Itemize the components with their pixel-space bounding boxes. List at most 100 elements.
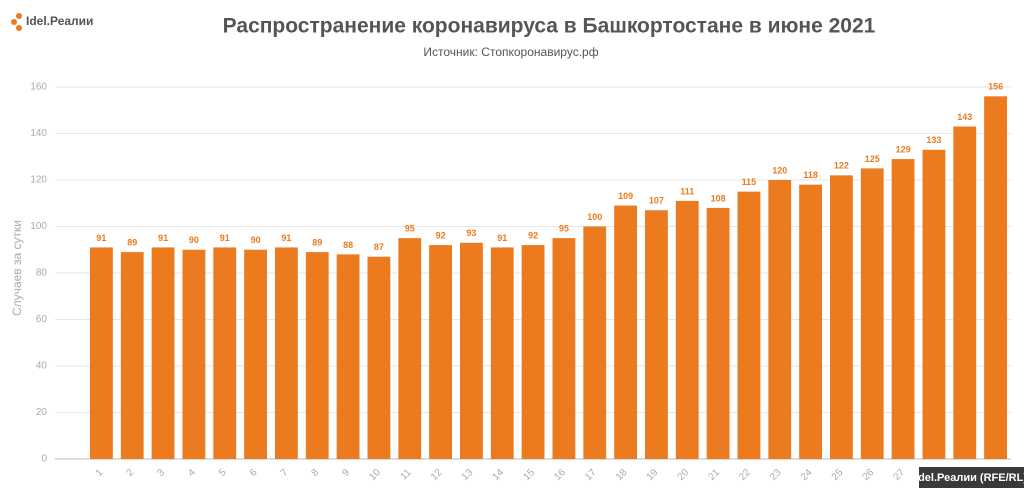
bar [367, 256, 391, 459]
logo-icon [11, 19, 17, 25]
x-tick-label: 24 [799, 467, 815, 483]
bar [120, 252, 144, 459]
bar [336, 254, 360, 459]
bar [645, 210, 668, 459]
bar [922, 149, 946, 459]
x-tick-label: 10 [367, 467, 383, 483]
value-label: 108 [711, 193, 726, 203]
value-label: 89 [312, 237, 322, 247]
y-axis-label: Случаев за сутки [10, 220, 24, 316]
bar [860, 168, 884, 459]
logo-text: Idel.Реалии [26, 14, 93, 28]
bar [583, 226, 607, 459]
x-tick-label: 1 [94, 467, 106, 479]
bar [429, 245, 452, 459]
x-tick-label: 7 [279, 467, 291, 479]
x-tick-label: 27 [891, 467, 907, 483]
bar [275, 247, 298, 459]
value-label: 90 [189, 235, 199, 245]
value-label: 88 [343, 240, 353, 250]
bar [244, 249, 267, 459]
value-label: 122 [834, 161, 849, 171]
x-tick-label: 18 [614, 467, 630, 483]
x-tick-label: 6 [248, 467, 260, 479]
y-tick-label: 0 [41, 454, 47, 465]
x-tick-label: 12 [429, 467, 445, 483]
x-tick-label: 11 [399, 467, 414, 482]
x-tick-label: 15 [521, 467, 537, 483]
bar [953, 126, 977, 460]
chart-subtitle: Источник: Стопкоронавирус.рф [423, 45, 598, 59]
bar [706, 207, 730, 459]
bar [552, 238, 576, 459]
value-label: 156 [988, 82, 1003, 92]
value-label: 92 [528, 230, 538, 240]
x-tick-label: 4 [186, 467, 198, 479]
bar [768, 180, 792, 459]
x-tick-label: 14 [491, 467, 507, 483]
bar [737, 191, 761, 459]
logo: Idel.Реалии [11, 13, 93, 31]
value-label: 109 [618, 191, 633, 201]
x-tick-label: 22 [737, 467, 753, 483]
credit-box [919, 467, 1024, 488]
value-label: 107 [649, 196, 664, 206]
value-label: 91 [281, 233, 291, 243]
value-label: 143 [957, 112, 972, 122]
value-label: 93 [466, 228, 476, 238]
x-tick-label: 5 [217, 467, 229, 479]
x-tick-label: 21 [706, 467, 722, 483]
bar [305, 252, 329, 459]
y-tick-label: 140 [30, 128, 47, 139]
bar [490, 247, 514, 459]
value-label: 125 [865, 154, 880, 164]
bar [90, 247, 113, 459]
y-tick-label: 120 [30, 175, 47, 186]
chart-title: Распространение коронавируса в Башкортос… [223, 15, 876, 38]
value-label: 91 [158, 233, 168, 243]
value-label: 133 [926, 135, 941, 145]
bar [891, 159, 915, 459]
value-label: 100 [587, 212, 602, 222]
x-tick-label: 25 [830, 467, 846, 483]
value-label: 91 [96, 233, 106, 243]
y-tick-label: 100 [30, 221, 47, 232]
value-label: 95 [405, 224, 415, 234]
x-tick-label: 20 [676, 467, 692, 483]
value-label: 118 [803, 170, 818, 180]
value-label: 91 [497, 233, 507, 243]
x-tick-label: 9 [340, 467, 352, 479]
bar [151, 247, 175, 459]
bar [830, 175, 853, 459]
value-label: 129 [896, 144, 911, 154]
x-tick-label: 2 [125, 467, 137, 479]
y-tick-label: 160 [30, 82, 47, 93]
bar [675, 200, 699, 460]
bar [182, 249, 206, 459]
logo-icon [16, 13, 22, 19]
value-label: 89 [127, 237, 137, 247]
y-tick-label: 80 [36, 268, 48, 279]
value-label: 91 [220, 233, 230, 243]
credit: Idel.Реалии (RFE/RL) [915, 472, 1024, 484]
bar [799, 184, 822, 459]
x-tick-label: 17 [583, 467, 599, 483]
logo-icon [16, 25, 22, 31]
bar [984, 96, 1007, 460]
bar [460, 242, 483, 459]
x-tick-label: 26 [861, 467, 877, 483]
y-tick-label: 60 [36, 314, 48, 325]
x-tick-label: 23 [768, 467, 784, 483]
bar [213, 247, 237, 459]
y-tick-label: 20 [36, 407, 48, 418]
value-label: 92 [436, 230, 446, 240]
x-tick-label: 13 [460, 467, 476, 483]
x-tick-label: 19 [645, 467, 661, 483]
x-tick-label: 16 [552, 467, 568, 483]
value-label: 87 [374, 242, 384, 252]
bar [521, 245, 545, 459]
bar [614, 205, 637, 459]
y-tick-label: 40 [36, 361, 48, 372]
